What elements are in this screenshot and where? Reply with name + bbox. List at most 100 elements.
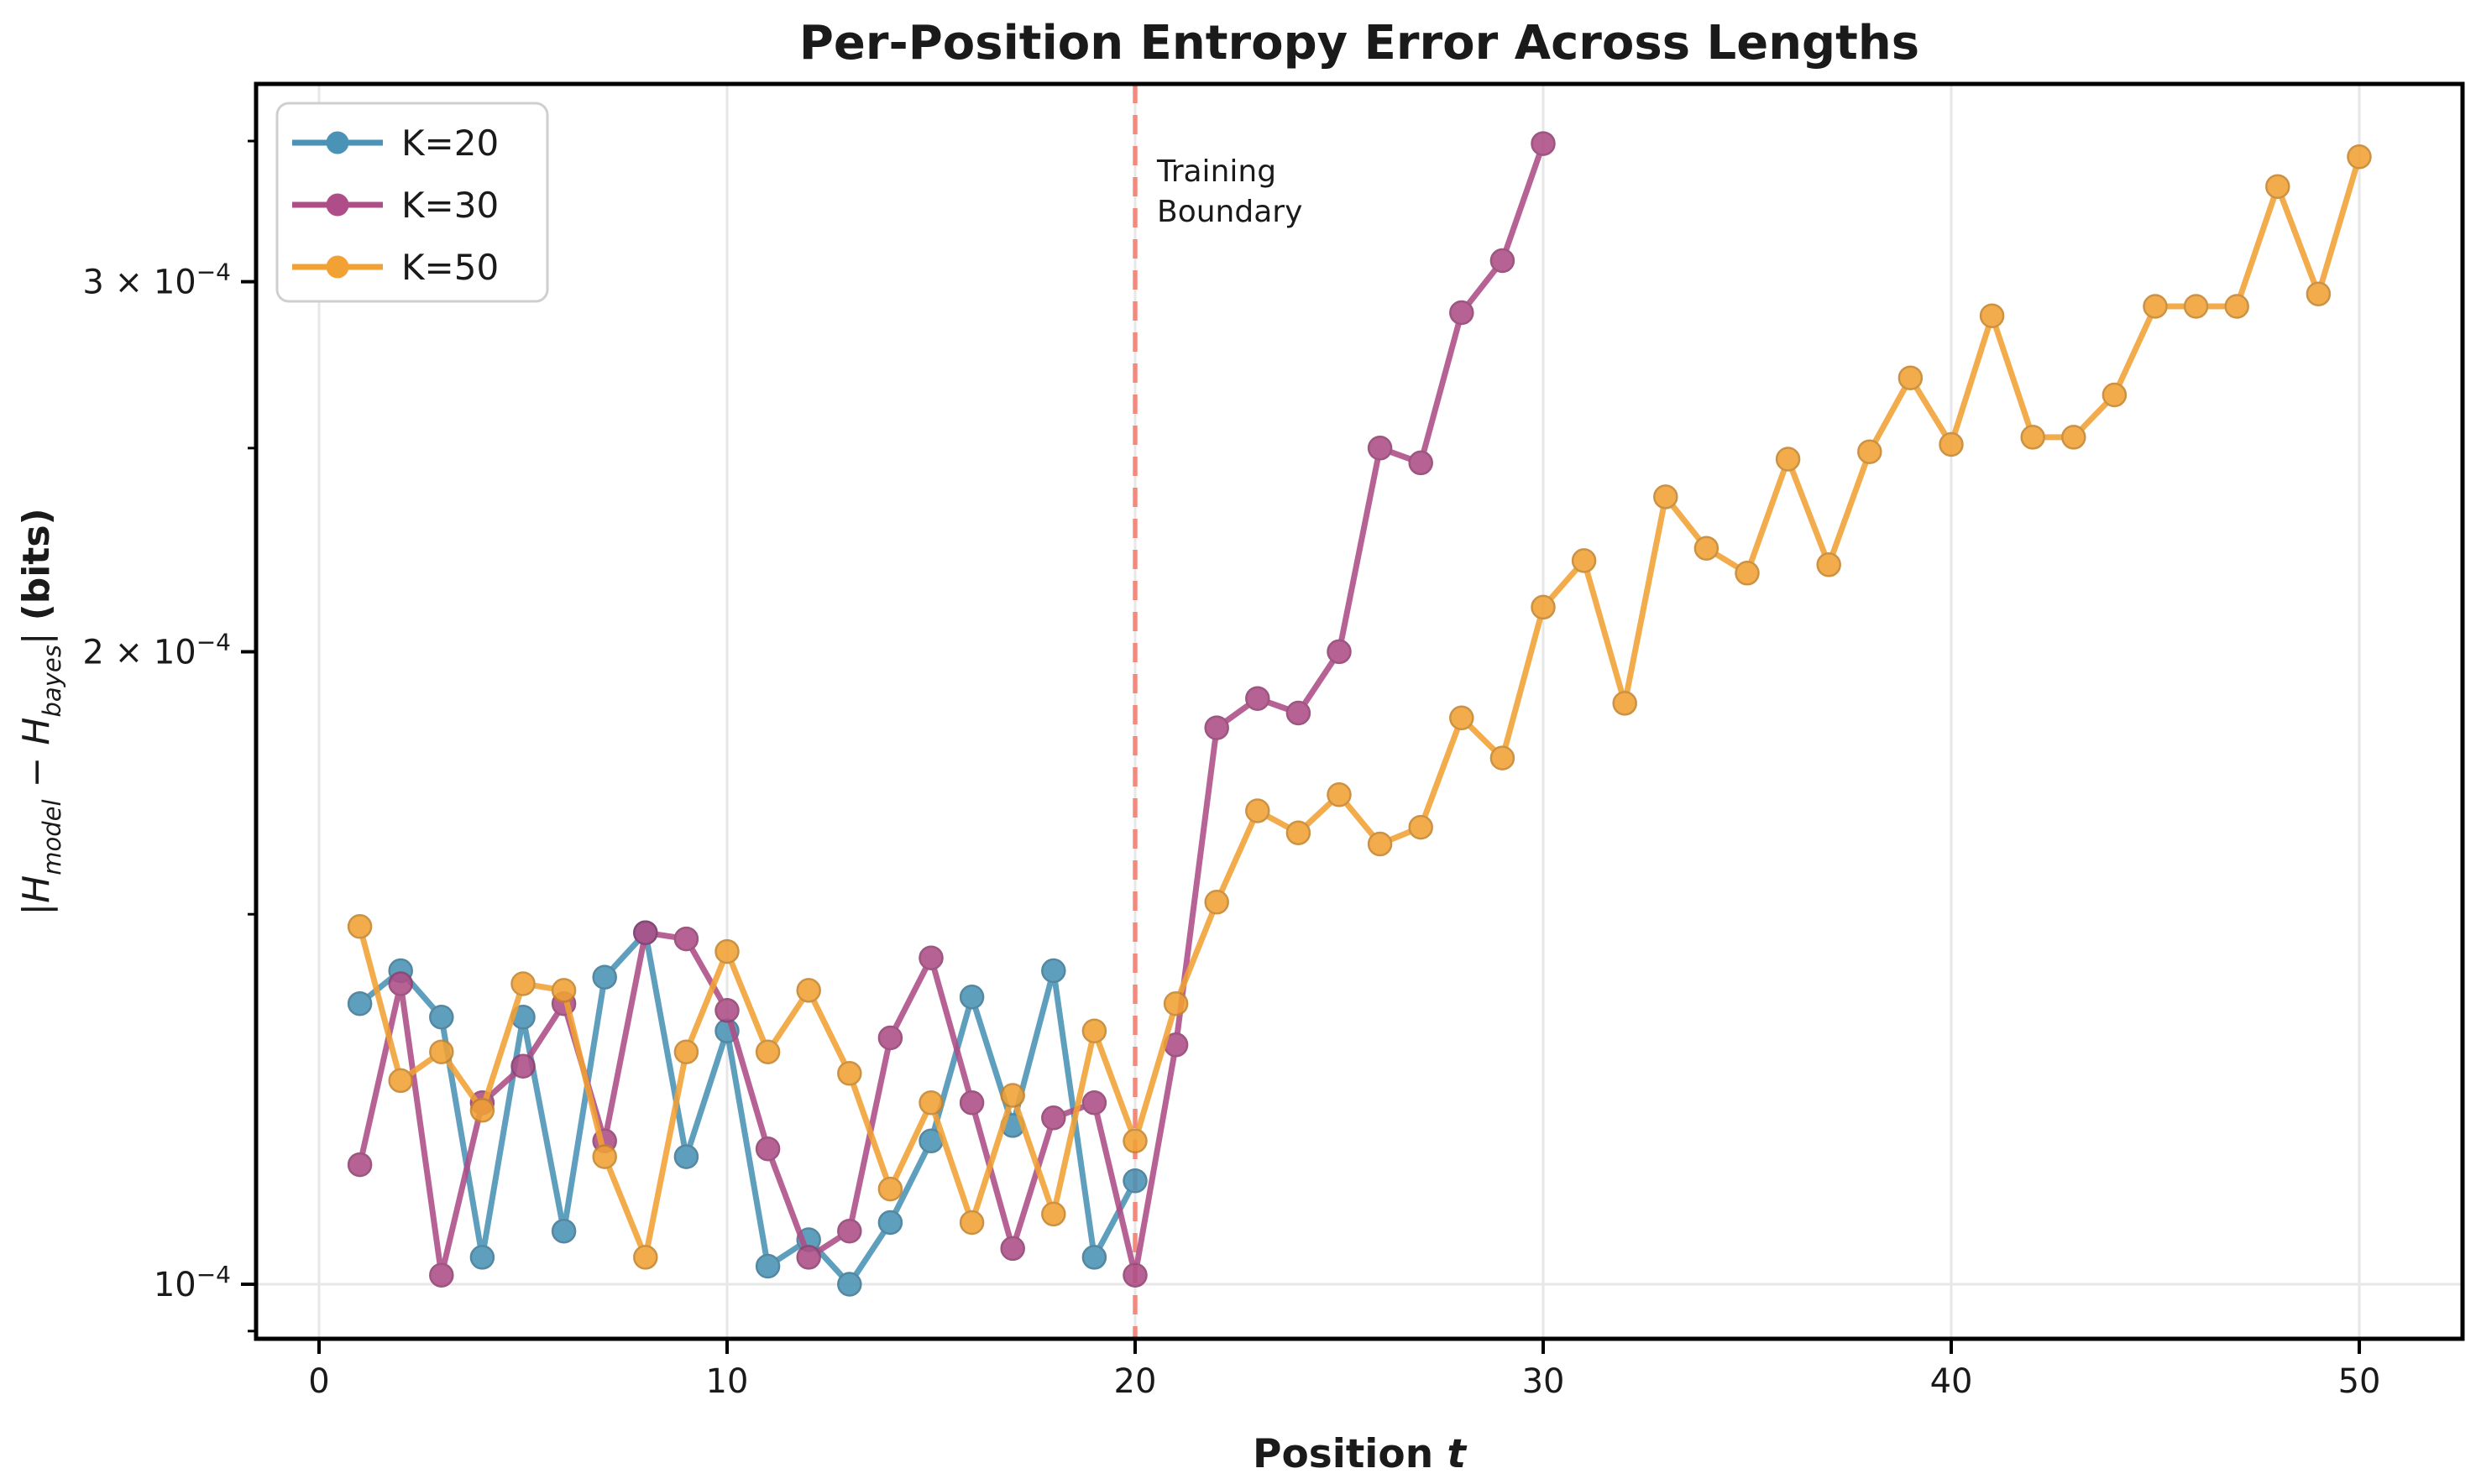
x-tick-label: 30	[1522, 1362, 1565, 1401]
y-tick-label: 3 × 10−4	[82, 259, 231, 302]
y-label-H-bayes: H	[15, 717, 58, 745]
data-point-K=50-t38	[1857, 439, 1882, 464]
legend-swatch-marker-k20	[326, 131, 349, 154]
data-point-K=50-t45	[2143, 294, 2168, 319]
data-point-K=30-t15	[919, 945, 944, 970]
data-point-K=30-t17	[1000, 1236, 1025, 1262]
data-point-K=30-t13	[837, 1218, 862, 1244]
data-point-K=50-t36	[1775, 447, 1801, 472]
data-point-K=50-t9	[673, 1039, 699, 1064]
y-tick-label: 10−4	[154, 1261, 231, 1304]
data-point-K=50-t43	[2061, 425, 2086, 450]
data-point-K=30-t23	[1245, 686, 1270, 711]
data-point-K=30-t12	[796, 1245, 821, 1270]
data-point-K=30-t26	[1367, 436, 1393, 461]
data-point-K=50-t22	[1204, 890, 1229, 915]
data-point-K=50-t30	[1531, 594, 1556, 620]
data-point-K=30-t8	[633, 920, 658, 945]
series-line-K=50	[357, 154, 2363, 1261]
data-point-K=30-t28	[1449, 300, 1474, 326]
x-tick-label: 50	[2338, 1362, 2381, 1401]
data-point-K=50-t41	[1979, 303, 2005, 328]
data-point-K=50-t17	[1000, 1083, 1025, 1108]
data-point-K=50-t18	[1041, 1201, 1066, 1227]
data-point-K=50-t3	[429, 1039, 454, 1064]
data-point-K=50-t26	[1367, 831, 1393, 857]
data-point-K=50-t10	[714, 938, 740, 964]
series-line-K=30	[357, 140, 1547, 1278]
data-point-K=20-t6	[551, 1218, 577, 1244]
data-point-K=30-t22	[1204, 715, 1229, 740]
legend-label-k50: K=50	[401, 247, 499, 288]
data-point-K=50-t27	[1408, 814, 1433, 840]
data-point-K=20-t18	[1041, 958, 1066, 984]
data-point-K=50-t20	[1123, 1128, 1148, 1154]
data-point-K=50-t29	[1489, 745, 1515, 771]
data-point-K=50-t15	[919, 1090, 944, 1116]
data-point-K=50-t40	[1939, 431, 1964, 457]
y-label-sub-model: model	[38, 799, 66, 875]
data-point-K=50-t7	[592, 1144, 617, 1169]
x-tick-label: 20	[1114, 1362, 1157, 1401]
data-point-K=20-t16	[959, 985, 985, 1010]
y-label-H-model: H	[15, 875, 58, 903]
data-point-K=50-t50	[2347, 144, 2372, 170]
data-point-K=50-t34	[1693, 536, 1719, 561]
data-point-K=50-t19	[1081, 1018, 1107, 1043]
x-axis-label: Position t	[1253, 1431, 1468, 1477]
legend-box	[275, 102, 549, 303]
data-point-K=20-t3	[429, 1005, 454, 1030]
legend-swatch-marker-k30	[326, 193, 349, 217]
data-point-K=30-t30	[1531, 131, 1556, 156]
data-point-K=30-t24	[1285, 700, 1311, 726]
chart-title: Per-Position Entropy Error Across Length…	[799, 16, 1919, 71]
data-point-K=50-t32	[1612, 691, 1637, 716]
data-point-K=50-t44	[2102, 382, 2128, 408]
data-point-K=30-t27	[1408, 450, 1433, 476]
data-point-K=50-t37	[1816, 552, 1841, 577]
data-point-K=20-t20	[1123, 1168, 1148, 1194]
series-K=30	[347, 131, 1556, 1288]
data-point-K=50-t31	[1571, 548, 1597, 573]
data-point-K=30-t25	[1327, 639, 1352, 665]
data-point-K=50-t39	[1897, 365, 1924, 390]
data-point-K=20-t9	[673, 1144, 699, 1169]
data-point-K=50-t6	[551, 978, 577, 1003]
training-boundary-annotation: Training Boundary	[1156, 154, 1302, 229]
data-point-K=50-t49	[2306, 281, 2332, 306]
grid-layer	[256, 84, 2463, 1339]
x-axis-label-variable: t	[1447, 1431, 1468, 1477]
data-point-K=30-t20	[1123, 1262, 1148, 1288]
data-point-K=50-t4	[469, 1098, 495, 1123]
series-layer	[347, 131, 2372, 1297]
data-point-K=50-t5	[510, 971, 536, 996]
data-point-K=50-t8	[633, 1245, 658, 1270]
series-K=50	[347, 144, 2372, 1270]
data-point-K=30-t5	[510, 1053, 536, 1079]
data-point-K=50-t48	[2265, 174, 2290, 199]
data-point-K=50-t14	[877, 1176, 903, 1202]
data-point-K=30-t3	[429, 1262, 454, 1288]
data-point-K=50-t35	[1735, 561, 1760, 586]
data-point-K=50-t42	[2020, 425, 2045, 450]
data-point-K=20-t13	[837, 1272, 862, 1297]
y-label-bar2: |	[15, 620, 58, 645]
y-label-units: (bits)	[15, 508, 58, 620]
legend: K=20 K=30 K=50	[275, 102, 549, 303]
data-point-K=50-t11	[755, 1039, 781, 1064]
data-point-K=30-t29	[1489, 248, 1515, 274]
data-point-K=30-t14	[877, 1025, 903, 1051]
y-label-bar: |	[15, 903, 58, 916]
axes-layer: 0 10 20 30 40 50 10−4 2 × 10−4 3 × 10−4	[82, 81, 2465, 1401]
data-point-K=50-t2	[388, 1068, 413, 1094]
data-point-K=20-t19	[1081, 1245, 1107, 1270]
data-point-K=30-t10	[714, 998, 740, 1023]
data-point-K=50-t47	[2224, 294, 2249, 319]
data-point-K=30-t9	[673, 926, 699, 952]
y-tick-label: 2 × 10−4	[82, 628, 231, 671]
data-point-K=20-t7	[592, 964, 617, 990]
data-point-K=50-t33	[1653, 484, 1678, 509]
annotation-line-2: Boundary	[1157, 195, 1302, 229]
plot-border	[254, 81, 2465, 1341]
